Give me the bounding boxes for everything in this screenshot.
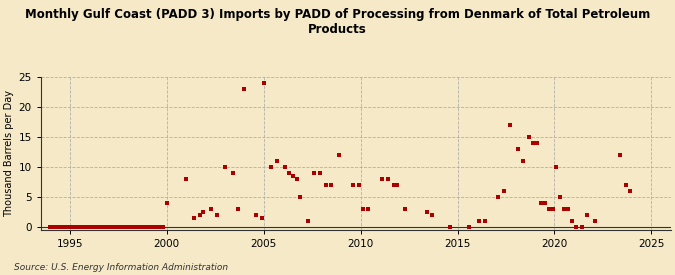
Point <box>348 183 358 187</box>
Point <box>400 207 410 211</box>
Point <box>543 207 554 211</box>
Point <box>91 225 102 229</box>
Point <box>206 207 217 211</box>
Point <box>272 159 283 163</box>
Point <box>250 213 261 217</box>
Point <box>64 225 75 229</box>
Point <box>479 219 490 223</box>
Point <box>99 225 110 229</box>
Point <box>551 165 562 169</box>
Point <box>392 183 403 187</box>
Point <box>88 225 99 229</box>
Point <box>84 225 95 229</box>
Point <box>61 225 72 229</box>
Point <box>68 225 79 229</box>
Point <box>126 225 137 229</box>
Point <box>621 183 632 187</box>
Point <box>334 153 345 157</box>
Point <box>266 165 277 169</box>
Point <box>504 123 515 127</box>
Point <box>53 225 63 229</box>
Point <box>107 225 117 229</box>
Point <box>284 171 294 175</box>
Point <box>181 177 192 181</box>
Point <box>188 216 199 220</box>
Point <box>555 195 566 199</box>
Point <box>295 195 306 199</box>
Point <box>624 189 635 193</box>
Point <box>233 207 244 211</box>
Point <box>161 201 172 205</box>
Point <box>518 159 529 163</box>
Point <box>353 183 364 187</box>
Point <box>315 171 325 175</box>
Point <box>291 177 302 181</box>
Point <box>512 147 523 151</box>
Y-axis label: Thousand Barrels per Day: Thousand Barrels per Day <box>4 90 14 217</box>
Point <box>57 225 68 229</box>
Point <box>227 171 238 175</box>
Point <box>303 219 314 223</box>
Point <box>444 225 455 229</box>
Point <box>134 225 145 229</box>
Point <box>363 207 374 211</box>
Point <box>464 225 475 229</box>
Point <box>153 225 164 229</box>
Point <box>72 225 83 229</box>
Point <box>122 225 133 229</box>
Point <box>103 225 114 229</box>
Point <box>308 171 319 175</box>
Point <box>146 225 157 229</box>
Point <box>615 153 626 157</box>
Point <box>49 225 59 229</box>
Point <box>547 207 558 211</box>
Point <box>198 210 209 214</box>
Point <box>388 183 399 187</box>
Point <box>563 207 574 211</box>
Point <box>95 225 106 229</box>
Point <box>382 177 393 181</box>
Point <box>582 213 593 217</box>
Point <box>377 177 387 181</box>
Text: Source: U.S. Energy Information Administration: Source: U.S. Energy Information Administ… <box>14 263 227 272</box>
Point <box>279 165 290 169</box>
Point <box>259 81 269 85</box>
Point <box>532 141 543 145</box>
Point <box>194 213 205 217</box>
Point <box>119 225 130 229</box>
Point <box>539 201 550 205</box>
Point <box>326 183 337 187</box>
Point <box>559 207 570 211</box>
Point <box>576 225 587 229</box>
Point <box>256 216 267 220</box>
Point <box>76 225 86 229</box>
Point <box>320 183 331 187</box>
Point <box>138 225 148 229</box>
Point <box>499 189 510 193</box>
Point <box>80 225 90 229</box>
Point <box>288 174 298 178</box>
Point <box>239 87 250 91</box>
Point <box>130 225 141 229</box>
Point <box>142 225 153 229</box>
Point <box>473 219 484 223</box>
Point <box>535 201 546 205</box>
Point <box>421 210 432 214</box>
Point <box>427 213 437 217</box>
Point <box>493 195 504 199</box>
Text: Monthly Gulf Coast (PADD 3) Imports by PADD of Processing from Denmark of Total : Monthly Gulf Coast (PADD 3) Imports by P… <box>25 8 650 36</box>
Point <box>570 225 581 229</box>
Point <box>590 219 601 223</box>
Point <box>111 225 122 229</box>
Point <box>566 219 577 223</box>
Point <box>212 213 223 217</box>
Point <box>150 225 161 229</box>
Point <box>157 225 168 229</box>
Point <box>524 135 535 139</box>
Point <box>115 225 126 229</box>
Point <box>357 207 368 211</box>
Point <box>528 141 539 145</box>
Point <box>45 225 56 229</box>
Point <box>219 165 230 169</box>
